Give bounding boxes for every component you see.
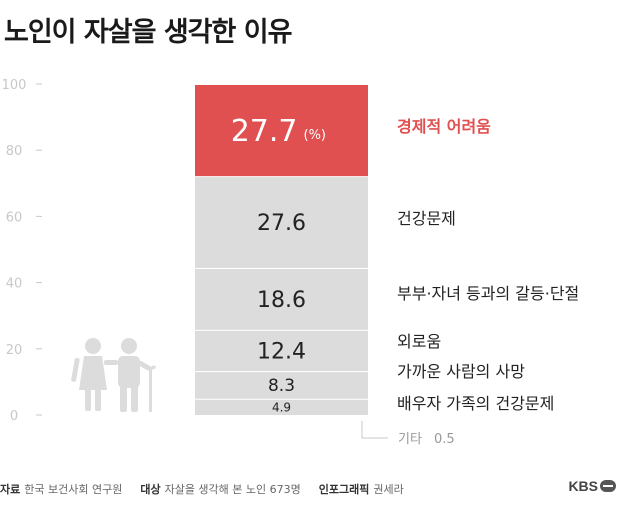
data-label: 0.5: [434, 432, 455, 447]
data-label: 4.9: [272, 400, 291, 414]
data-labels: 4.9 8.3 12.4 18.6 27.6 27.7 (%): [231, 114, 326, 414]
y-tick-label-20: 20: [6, 343, 23, 358]
bar-segment: [195, 398, 368, 415]
footer-source: 자료 한국 보건사회 연구원: [0, 481, 122, 497]
footer-subject-label: 대상: [140, 483, 161, 496]
footer: 자료 한국 보건사회 연구원 대상 자살을 생각해 본 노인 673명 인포그래픽 권…: [0, 477, 620, 501]
category-label: 건강문제: [397, 209, 456, 228]
category-label: 경제적 어려움: [397, 117, 491, 136]
footer-subject: 대상 자살을 생각해 본 노인 673명: [140, 481, 300, 497]
bar-stack: [195, 83, 368, 415]
bar-segment: [195, 176, 368, 268]
stacked-bar-chart: 0 20 40 60 80 100 4.9 8.3 12.4 18.6 27.6 27.7 (%) 배…: [2, 78, 580, 447]
kbs-logo-text: KBS: [568, 478, 598, 494]
category-label: 가까운 사람의 사망: [397, 362, 525, 381]
data-label: 8.3: [268, 376, 295, 396]
unit-label: (%): [304, 128, 327, 143]
kbs-logo: KBS: [568, 478, 616, 494]
category-label: 외로움: [397, 332, 441, 351]
y-tick-label-60: 60: [6, 210, 23, 225]
y-tick-label-40: 40: [6, 277, 23, 292]
bar-segment: [195, 329, 368, 372]
y-axis: 0 20 40 60 80 100: [2, 78, 42, 424]
y-tick-label-100: 100: [2, 78, 27, 93]
etc-leader-line: [361, 421, 388, 439]
data-label: 18.6: [257, 288, 306, 313]
footer-source-value: 한국 보건사회 연구원: [24, 483, 123, 496]
data-label: 27.7: [231, 114, 298, 149]
footer-subject-value: 자살을 생각해 본 노인 673명: [164, 483, 301, 496]
footer-source-label: 자료: [0, 483, 21, 496]
elderly-couple-icon: [71, 338, 156, 412]
y-tick-label-0: 0: [10, 409, 18, 424]
category-label: 기타: [398, 432, 422, 447]
footer-graphic: 인포그래픽 권세라: [319, 481, 404, 497]
category-label: 부부·자녀 등과의 갈등·단절: [397, 284, 579, 303]
y-tick-label-80: 80: [6, 144, 23, 159]
footer-graphic-value: 권세라: [373, 483, 404, 496]
bar-segment: [195, 84, 368, 177]
page-title: 노인이 자살을 생각한 이유: [4, 17, 292, 48]
footer-graphic-label: 인포그래픽: [318, 483, 370, 496]
kbs-logo-mark-icon: [600, 480, 616, 492]
bar-segment: [195, 371, 368, 399]
category-labels: 배우자 가족의 건강문제 가까운 사람의 사망 외로움 부부·자녀 등과의 갈등·단절…: [361, 117, 579, 447]
data-label: 12.4: [257, 340, 306, 365]
category-label: 배우자 가족의 건강문제: [397, 394, 554, 413]
data-label: 27.6: [257, 211, 306, 236]
bar-segment: [195, 267, 368, 330]
